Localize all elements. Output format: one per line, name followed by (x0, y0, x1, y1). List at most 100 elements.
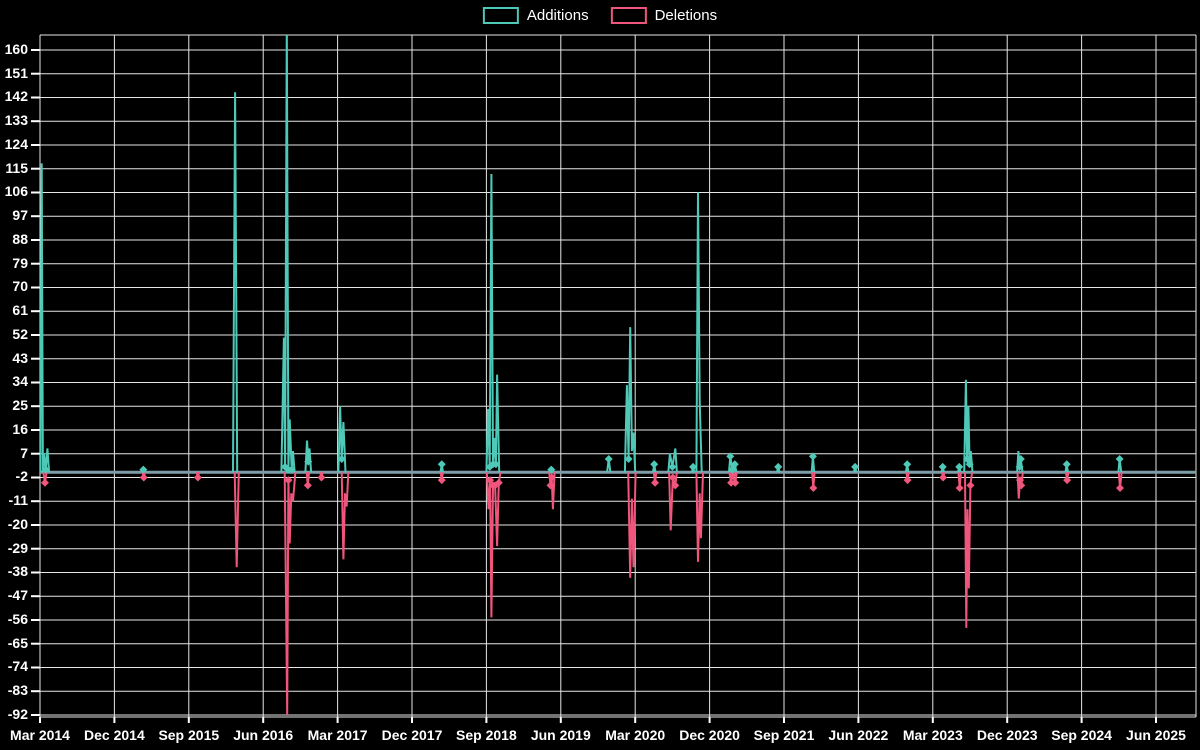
y-axis-tick-label: 160 (4, 40, 28, 57)
data-spike (627, 472, 637, 578)
data-spike (280, 35, 296, 473)
y-axis-tick-label: -47 (7, 587, 28, 604)
data-point-marker (547, 465, 556, 474)
legend-item-additions[interactable]: Additions (482, 7, 589, 24)
data-spike (695, 472, 704, 562)
data-spike (485, 472, 502, 618)
data-point-marker (41, 465, 50, 474)
data-spike (283, 472, 297, 716)
y-axis-tick-label: 115 (5, 159, 28, 176)
data-point-marker (317, 473, 326, 482)
x-axis-tick-label: Jun 2025 (1126, 727, 1186, 743)
data-point-marker (689, 462, 698, 471)
additions-swatch-icon (482, 7, 519, 24)
legend-label-deletions: Deletions (654, 7, 718, 24)
y-axis-tick-label: -56 (7, 610, 28, 627)
x-axis-tick-label: Mar 2023 (902, 727, 963, 743)
y-axis-tick-label: 151 (4, 64, 28, 81)
data-point-marker (1116, 484, 1125, 493)
data-point-marker (546, 481, 555, 490)
y-axis-tick-label: -65 (7, 634, 28, 651)
data-point-marker (728, 470, 737, 479)
gridlines (31, 34, 1197, 723)
y-axis-tick-label: 16 (12, 420, 28, 437)
data-point-marker (193, 473, 202, 482)
data-point-marker (1115, 455, 1124, 464)
deletions-swatch-icon (610, 7, 647, 24)
data-point-marker (491, 460, 500, 469)
data-point-marker (304, 457, 313, 466)
y-axis-tick-label: 133 (4, 112, 28, 129)
legend-item-deletions[interactable]: Deletions (610, 7, 718, 24)
y-axis-tick-label: 79 (12, 254, 28, 271)
data-point-marker (604, 455, 613, 464)
y-axis-tick-label: 70 (12, 278, 28, 295)
y-axis-tick-label: 106 (4, 183, 28, 200)
data-point-marker (809, 484, 818, 493)
x-axis-tick-label: Sep 2021 (753, 727, 815, 743)
data-spike (963, 379, 974, 473)
data-spike (40, 163, 51, 473)
data-point-marker (1016, 455, 1025, 464)
data-point-marker (437, 476, 446, 485)
x-axis-tick-label: Mar 2017 (307, 727, 368, 743)
x-axis-tick-label: Sep 2024 (1051, 727, 1112, 743)
data-point-marker (939, 473, 948, 482)
x-axis-tick-label: Dec 2017 (381, 727, 443, 743)
data-point-marker (494, 478, 503, 487)
data-point-marker (903, 476, 912, 485)
data-point-marker (139, 465, 148, 474)
data-point-marker (1017, 481, 1026, 490)
y-axis-tick-label: -83 (7, 682, 28, 699)
data-spike (233, 472, 240, 568)
data-point-marker (668, 473, 677, 482)
y-axis-tick-label: -38 (7, 563, 28, 580)
y-axis-tick-label: 43 (12, 349, 28, 366)
data-point-marker (547, 473, 556, 482)
data-point-marker (774, 462, 783, 471)
y-axis-tick-label: -29 (7, 539, 28, 556)
x-axis-tick-label: Mar 2020 (605, 727, 666, 743)
y-axis-tick-label: 61 (12, 302, 28, 319)
data-point-marker (337, 455, 346, 464)
data-point-marker (851, 462, 860, 471)
data-point-marker (1062, 460, 1071, 469)
data-point-marker (955, 484, 964, 493)
data-point-marker (139, 473, 148, 482)
data-point-marker (727, 478, 736, 487)
data-point-marker (808, 452, 817, 461)
data-point-marker (726, 452, 735, 461)
data-point-marker (287, 465, 296, 474)
x-axis-tick-label: Jun 2016 (233, 727, 294, 743)
data-point-marker (284, 476, 293, 485)
data-point-marker (903, 460, 912, 469)
y-axis-tick-label: 88 (12, 230, 28, 247)
data-spike (623, 327, 637, 473)
chart-legend: Additions Deletions (482, 7, 718, 24)
data-spike (340, 472, 350, 560)
y-axis-tick-label: 52 (12, 325, 28, 342)
data-point-marker (965, 460, 974, 469)
data-point-marker (1063, 476, 1072, 485)
x-axis-tick-label: Dec 2014 (84, 727, 145, 743)
data-point-marker (40, 478, 49, 487)
data-spike (695, 192, 703, 473)
data-spike (232, 92, 239, 473)
data-point-marker (650, 460, 659, 469)
data-point-marker (303, 481, 312, 490)
y-axis-tick-label: -2 (15, 468, 28, 485)
data-point-marker (651, 478, 660, 487)
data-point-marker (955, 462, 964, 471)
data-point-marker (966, 481, 975, 490)
x-axis-tick-label: Jun 2022 (828, 727, 889, 743)
data-spike (485, 173, 501, 473)
y-axis-tick-label: -92 (7, 706, 28, 722)
y-axis-tick-label: 25 (12, 397, 28, 414)
legend-label-additions: Additions (526, 7, 589, 24)
y-axis-tick-label: 34 (12, 373, 28, 390)
series-deletions (40, 470, 1125, 716)
x-axis-tick-label: Dec 2020 (679, 727, 740, 743)
data-point-marker (486, 476, 495, 485)
